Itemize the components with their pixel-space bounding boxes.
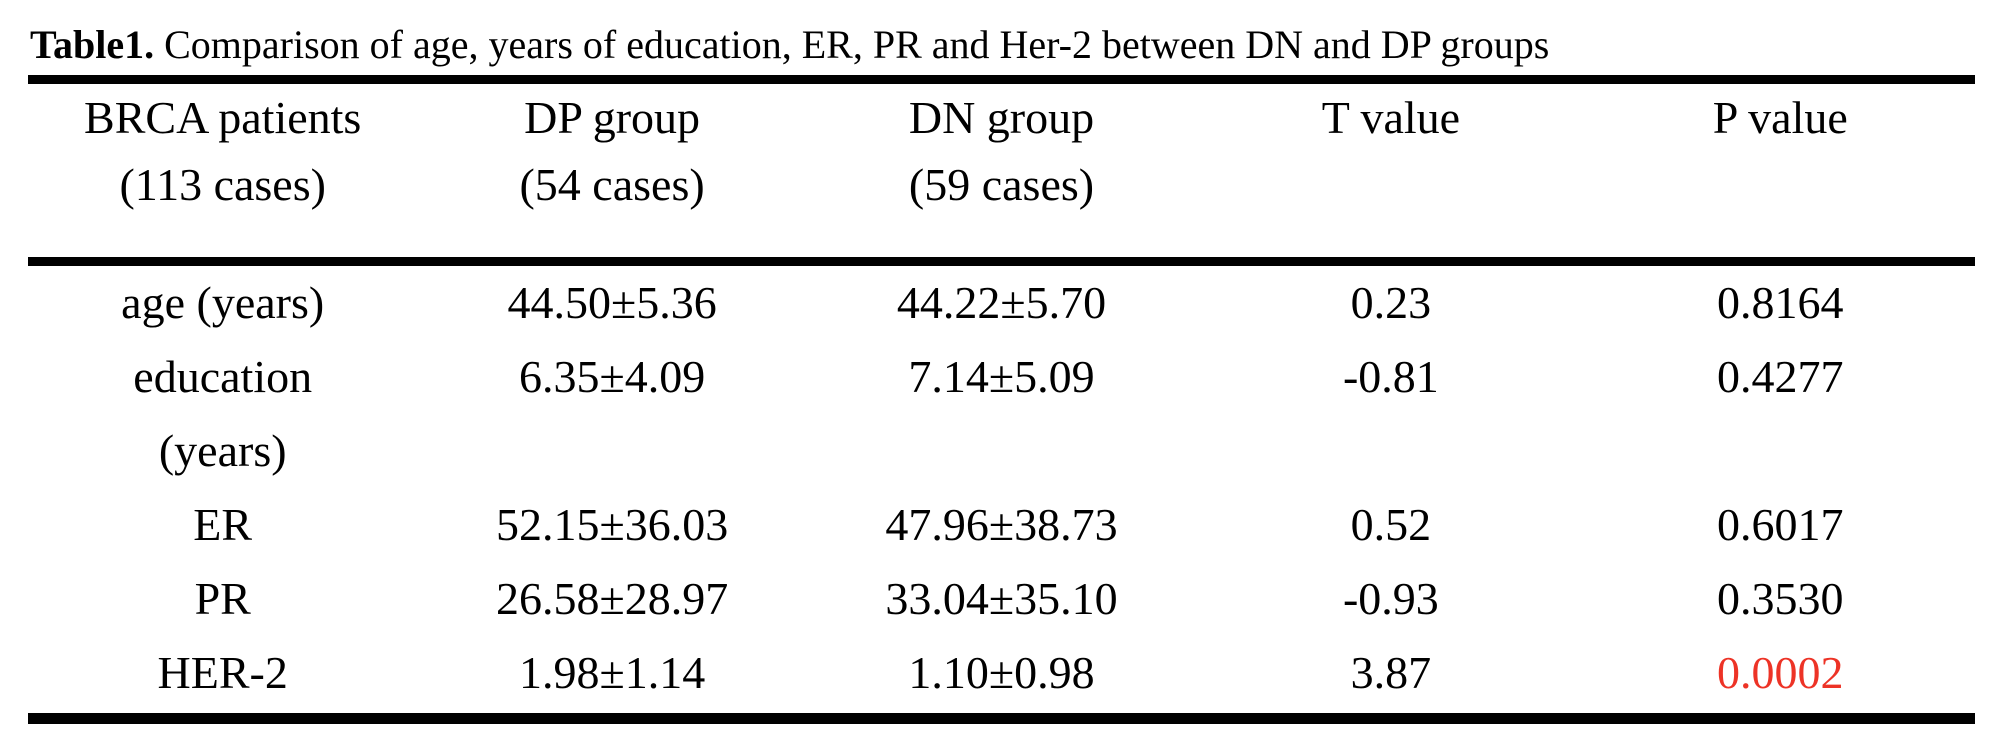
- cell-dn-value: 7.14±5.09: [908, 351, 1095, 402]
- table-header-row: BRCA patients (113 cases) DP group (54 c…: [28, 84, 1975, 218]
- column-header-p-value: P value: [1586, 84, 1975, 218]
- table-row-er: ER 52.15±36.03 47.96±38.73 0.52 0.6017: [28, 488, 1975, 562]
- column-header-line2: [1196, 151, 1585, 218]
- cell-t-value: -0.81: [1342, 351, 1439, 402]
- row-label: PR: [28, 562, 417, 636]
- table-title-text: Comparison of age, years of education, E…: [164, 22, 1550, 67]
- row-label-line1: PR: [194, 573, 251, 624]
- table-body: age (years) 44.50±5.36 44.22±5.70 0.23 0…: [28, 266, 1975, 710]
- row-label-line1: age (years): [121, 277, 325, 328]
- row-label-line1: education: [133, 351, 313, 402]
- cell-dn-value: 44.22±5.70: [896, 277, 1107, 328]
- table-title-label: Table1.: [30, 22, 155, 67]
- column-header-line1: BRCA patients: [84, 92, 362, 143]
- column-header-line2: (113 cases): [119, 159, 326, 210]
- cell-dn-value: 1.10±0.98: [908, 647, 1095, 698]
- row-label-line1: HER-2: [157, 647, 288, 698]
- cell-p-value: 0.4277: [1717, 351, 1844, 402]
- row-label: education (years): [28, 340, 417, 488]
- row-label-line1: ER: [193, 499, 253, 550]
- top-rule: [28, 75, 1975, 84]
- cell-dp-value: 6.35±4.09: [518, 351, 706, 402]
- table-row-her2: HER-2 1.98±1.14 1.10±0.98 3.87 0.0002: [28, 636, 1975, 710]
- cell-dp-value: 1.98±1.14: [518, 647, 706, 698]
- table-row-age: age (years) 44.50±5.36 44.22±5.70 0.23 0…: [28, 266, 1975, 340]
- cell-t-value: -0.93: [1342, 573, 1439, 624]
- column-header-line1: T value: [1321, 92, 1461, 143]
- column-header-dp-group: DP group (54 cases): [417, 84, 806, 218]
- cell-t-value: 3.87: [1350, 647, 1432, 698]
- row-label: HER-2: [28, 636, 417, 710]
- cell-dp-value: 26.58±28.97: [495, 573, 729, 624]
- cell-dp-value: 44.50±5.36: [507, 277, 717, 328]
- cell-dn-value: 47.96±38.73: [885, 499, 1118, 550]
- cell-p-value: 0.8164: [1717, 277, 1844, 328]
- cell-t-value: 0.23: [1350, 277, 1432, 328]
- cell-dp-value: 52.15±36.03: [495, 499, 729, 550]
- row-label-line2: (years): [158, 425, 287, 476]
- column-header-line1: DN group: [908, 92, 1095, 143]
- column-header-dn-group: DN group (59 cases): [807, 84, 1196, 218]
- cell-p-value: 0.6017: [1717, 499, 1844, 550]
- cell-p-value: 0.3530: [1717, 573, 1844, 624]
- column-header-line2: [1586, 151, 1975, 218]
- cell-dn-value: 33.04±35.10: [885, 573, 1118, 624]
- column-header-line1: DP group: [524, 92, 701, 143]
- column-header-t-value: T value: [1196, 84, 1585, 218]
- column-header-brca-patients: BRCA patients (113 cases): [28, 84, 417, 218]
- column-header-line2: (54 cases): [519, 159, 705, 210]
- column-header-line1: P value: [1712, 92, 1848, 143]
- table-row-pr: PR 26.58±28.97 33.04±35.10 -0.93 0.3530: [28, 562, 1975, 636]
- header-rule: [28, 257, 1975, 266]
- cell-p-value: 0.0002: [1717, 647, 1844, 698]
- row-label: ER: [28, 488, 417, 562]
- row-label: age (years): [28, 266, 417, 340]
- table-row-education: education (years) 6.35±4.09 7.14±5.09 -0…: [28, 340, 1975, 488]
- cell-t-value: 0.52: [1350, 499, 1432, 550]
- bottom-rule: [28, 713, 1975, 724]
- table-title: Table1. Comparison of age, years of educ…: [30, 22, 1549, 68]
- column-header-line2: (59 cases): [908, 159, 1095, 210]
